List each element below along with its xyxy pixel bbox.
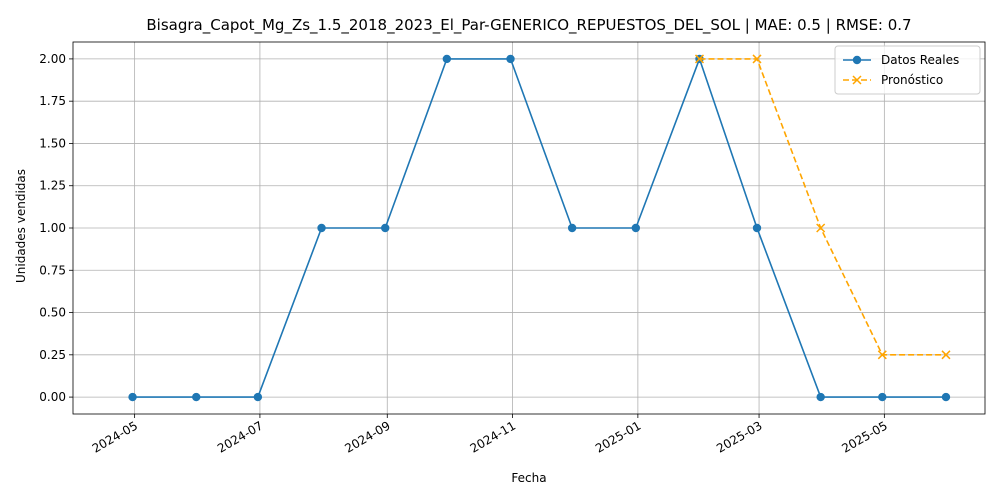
- x-tick-label: 2024-05: [90, 418, 140, 455]
- data-point: [877, 350, 887, 360]
- legend-marker: [852, 55, 862, 65]
- legend-item: Pronóstico: [843, 73, 943, 87]
- axis-ticks: 2024-05 2024-07 2024-09 2024-11 2025-01 2025-…: [39, 52, 890, 456]
- data-point: [752, 223, 762, 233]
- legend-label: Pronóstico: [881, 73, 943, 87]
- data-point: [128, 392, 137, 402]
- grid: [73, 42, 985, 414]
- data-point: [816, 392, 825, 402]
- data-point: [941, 350, 951, 360]
- legend-label: Datos Reales: [881, 53, 959, 67]
- y-tick-label: 2.00: [39, 52, 66, 66]
- x-axis-label: Fecha: [511, 471, 546, 485]
- series-0: [128, 54, 951, 402]
- x-tick-label: 2025-01: [593, 418, 643, 455]
- x-tick-label: 2025-05: [839, 418, 889, 455]
- data-point: [253, 392, 263, 402]
- data-point: [192, 392, 201, 402]
- x-tick-label: 2024-09: [342, 418, 392, 455]
- x-tick-label: 2025-03: [714, 418, 764, 455]
- legend: Datos Reales Pronóstico: [834, 45, 981, 95]
- y-tick-label: 1.25: [39, 179, 66, 193]
- y-tick-label: 0.00: [39, 390, 66, 404]
- data-point: [878, 392, 887, 402]
- y-tick-label: 0.50: [39, 306, 66, 320]
- data-point: [631, 223, 641, 233]
- data-point: [752, 54, 762, 64]
- data-point: [317, 223, 326, 233]
- y-tick-label: 1.50: [39, 136, 66, 150]
- data-point: [941, 392, 951, 402]
- legend-item: Datos Reales: [843, 53, 959, 67]
- data-point: [567, 223, 577, 233]
- series-line: [132, 58, 946, 398]
- series-line: [699, 58, 946, 356]
- y-axis-label: Unidades vendidas: [14, 169, 28, 283]
- x-tick-label: 2024-07: [215, 418, 265, 455]
- y-tick-label: 0.25: [39, 348, 66, 362]
- data-point: [442, 54, 452, 64]
- x-tick-label: 2024-11: [468, 418, 518, 455]
- series-layer: [128, 54, 951, 402]
- data-point: [694, 54, 705, 64]
- series-1: [694, 54, 951, 360]
- legend-box: [834, 45, 981, 95]
- y-tick-label: 0.75: [39, 263, 66, 277]
- y-tick-label: 1.75: [39, 94, 66, 108]
- y-tick-label: 1.00: [39, 221, 66, 235]
- data-point: [381, 223, 390, 233]
- chart-title: Bisagra_Capot_Mg_Zs_1.5_2018_2023_El_Par…: [146, 16, 911, 35]
- data-point: [506, 54, 515, 64]
- legend-marker: [852, 75, 862, 85]
- data-point: [816, 223, 826, 233]
